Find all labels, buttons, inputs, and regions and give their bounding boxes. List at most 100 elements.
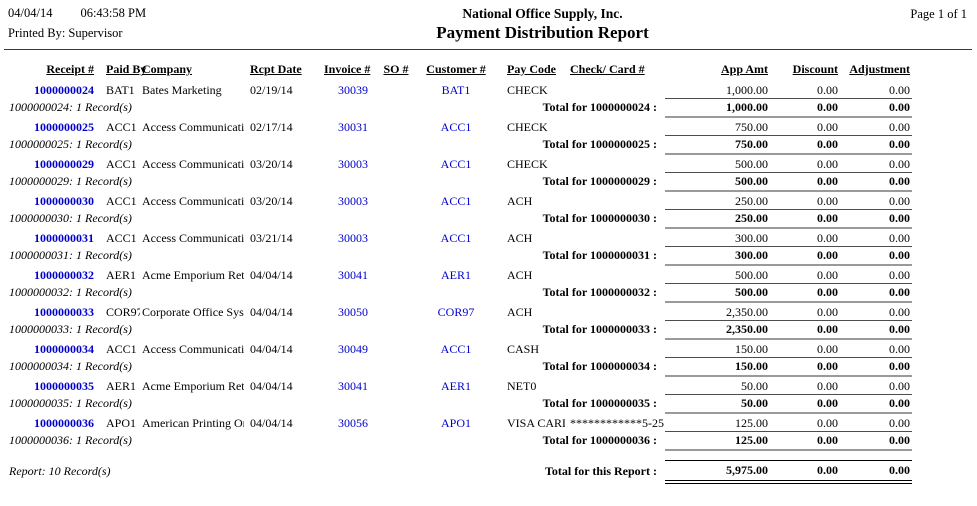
company-value: Corporate Office System bbox=[142, 305, 244, 319]
receipt-number-link[interactable]: 1000000036 bbox=[34, 416, 94, 430]
report-total-app-amt: 5,975.00 bbox=[665, 459, 770, 484]
receipt-number-link[interactable]: 1000000030 bbox=[34, 194, 94, 208]
total-adjustment: 0.00 bbox=[840, 171, 912, 192]
paid-by-value: AER1 bbox=[106, 268, 136, 282]
invoice-number-link[interactable]: 30049 bbox=[338, 342, 368, 356]
receipt-number-link[interactable]: 1000000034 bbox=[34, 342, 94, 356]
company-value: Access Communications bbox=[142, 194, 244, 208]
total-app-amt: 250.00 bbox=[665, 208, 770, 229]
report-record-count: Report: 10 Record(s) bbox=[9, 463, 111, 478]
pay-code-value: CHECK bbox=[507, 83, 548, 97]
total-discount: 0.00 bbox=[770, 356, 840, 377]
customer-number-link[interactable]: ACC1 bbox=[440, 342, 472, 356]
app-amt-value: 250.00 bbox=[735, 193, 768, 208]
invoice-number-link[interactable]: 30003 bbox=[338, 194, 368, 208]
invoice-number-link[interactable]: 30039 bbox=[338, 83, 368, 97]
app-amt-value: 125.00 bbox=[735, 415, 768, 430]
customer-number-link[interactable]: ACC1 bbox=[440, 120, 472, 134]
discount-value: 0.00 bbox=[817, 119, 838, 134]
discount-value: 0.00 bbox=[817, 378, 838, 393]
report-title: Payment Distribution Report bbox=[436, 23, 649, 42]
receipt-number-link[interactable]: 1000000025 bbox=[34, 120, 94, 134]
paid-by-value: ACC1 bbox=[106, 120, 137, 134]
footer-spacer bbox=[5, 450, 912, 460]
pay-code-value: CHECK bbox=[507, 120, 548, 134]
receipt-number-link[interactable]: 1000000024 bbox=[34, 83, 94, 97]
check-card-value bbox=[565, 80, 665, 98]
total-adjustment: 0.00 bbox=[840, 319, 912, 340]
invoice-number-link[interactable]: 30050 bbox=[338, 305, 368, 319]
company-value: Bates Marketing bbox=[142, 83, 222, 97]
paid-by-value: ACC1 bbox=[106, 342, 137, 356]
app-amt-value: 500.00 bbox=[735, 156, 768, 171]
receipt-total-row: 1000000033: 1 Record(s) Total for 100000… bbox=[5, 319, 912, 340]
receipt-total-row: 1000000030: 1 Record(s) Total for 100000… bbox=[5, 208, 912, 229]
customer-number-link[interactable]: AER1 bbox=[441, 379, 471, 393]
customer-number-link[interactable]: AER1 bbox=[441, 268, 471, 282]
so-number-value bbox=[371, 80, 421, 98]
discount-value: 0.00 bbox=[817, 230, 838, 245]
total-adjustment: 0.00 bbox=[840, 208, 912, 229]
report-total-adjustment: 0.00 bbox=[840, 459, 912, 484]
paid-by-value: ACC1 bbox=[106, 231, 137, 245]
total-discount: 0.00 bbox=[770, 208, 840, 229]
app-amt-value: 1,000.00 bbox=[726, 82, 768, 97]
customer-number-link[interactable]: APO1 bbox=[440, 416, 471, 430]
invoice-number-link[interactable]: 30003 bbox=[338, 157, 368, 171]
report-table: Receipt # Paid By Company Rcpt Date Invo… bbox=[5, 60, 912, 484]
col-so: SO # bbox=[383, 62, 409, 76]
total-app-amt: 750.00 bbox=[665, 134, 770, 155]
report-date: 04/04/14 bbox=[8, 6, 53, 20]
invoice-number-link[interactable]: 30041 bbox=[338, 268, 368, 282]
invoice-number-link[interactable]: 30041 bbox=[338, 379, 368, 393]
company-value: Acme Emporium Retail bbox=[142, 268, 244, 282]
rcpt-date-value: 03/21/14 bbox=[250, 231, 293, 245]
record-count-label: 1000000033: 1 Record(s) bbox=[9, 322, 132, 336]
receipt-number-link[interactable]: 1000000032 bbox=[34, 268, 94, 282]
app-amt-value: 50.00 bbox=[741, 378, 768, 393]
customer-number-link[interactable]: COR97 bbox=[437, 305, 475, 319]
app-amt-value: 2,350.00 bbox=[726, 304, 768, 319]
receipt-number-link[interactable]: 1000000035 bbox=[34, 379, 94, 393]
pay-code-value: CHECK bbox=[507, 157, 548, 171]
company-value: Acme Emporium Retail bbox=[142, 379, 244, 393]
total-adjustment: 0.00 bbox=[840, 356, 912, 377]
company-value: Access Communications bbox=[142, 342, 244, 356]
receipt-total-label: Total for 1000000024 : bbox=[542, 100, 657, 114]
app-amt-value: 300.00 bbox=[735, 230, 768, 245]
discount-value: 0.00 bbox=[817, 304, 838, 319]
total-adjustment: 0.00 bbox=[840, 245, 912, 266]
receipt-detail-row: 1000000024 BAT1 Bates Marketing 02/19/14… bbox=[5, 80, 912, 98]
customer-number-link[interactable]: ACC1 bbox=[440, 231, 472, 245]
paid-by-value: APO1 bbox=[106, 416, 137, 430]
customer-number-link[interactable]: BAT1 bbox=[441, 83, 471, 97]
customer-number-link[interactable]: ACC1 bbox=[440, 157, 472, 171]
so-number-value bbox=[371, 154, 421, 172]
total-app-amt: 1,000.00 bbox=[665, 97, 770, 118]
record-count-label: 1000000034: 1 Record(s) bbox=[9, 359, 132, 373]
company-value: Access Communications bbox=[142, 120, 244, 134]
adjustment-value: 0.00 bbox=[889, 378, 910, 393]
pay-code-value: CASH bbox=[507, 342, 540, 356]
col-pay-code: Pay Code bbox=[507, 62, 556, 76]
invoice-number-link[interactable]: 30003 bbox=[338, 231, 368, 245]
total-app-amt: 500.00 bbox=[665, 282, 770, 303]
receipt-number-link[interactable]: 1000000029 bbox=[34, 157, 94, 171]
receipt-total-label: Total for 1000000030 : bbox=[542, 211, 657, 225]
receipt-total-row: 1000000034: 1 Record(s) Total for 100000… bbox=[5, 356, 912, 377]
adjustment-value: 0.00 bbox=[889, 304, 910, 319]
receipt-number-link[interactable]: 1000000033 bbox=[34, 305, 94, 319]
company-value: Access Communications bbox=[142, 157, 244, 171]
total-discount: 0.00 bbox=[770, 393, 840, 414]
record-count-label: 1000000030: 1 Record(s) bbox=[9, 211, 132, 225]
total-discount: 0.00 bbox=[770, 430, 840, 451]
paid-by-value: AER1 bbox=[106, 379, 136, 393]
so-number-value bbox=[371, 228, 421, 246]
receipt-number-link[interactable]: 1000000031 bbox=[34, 231, 94, 245]
invoice-number-link[interactable]: 30056 bbox=[338, 416, 368, 430]
invoice-number-link[interactable]: 30031 bbox=[338, 120, 368, 134]
customer-number-link[interactable]: ACC1 bbox=[440, 194, 472, 208]
col-rcpt-date: Rcpt Date bbox=[250, 62, 302, 76]
receipt-total-label: Total for 1000000033 : bbox=[542, 322, 657, 336]
discount-value: 0.00 bbox=[817, 193, 838, 208]
